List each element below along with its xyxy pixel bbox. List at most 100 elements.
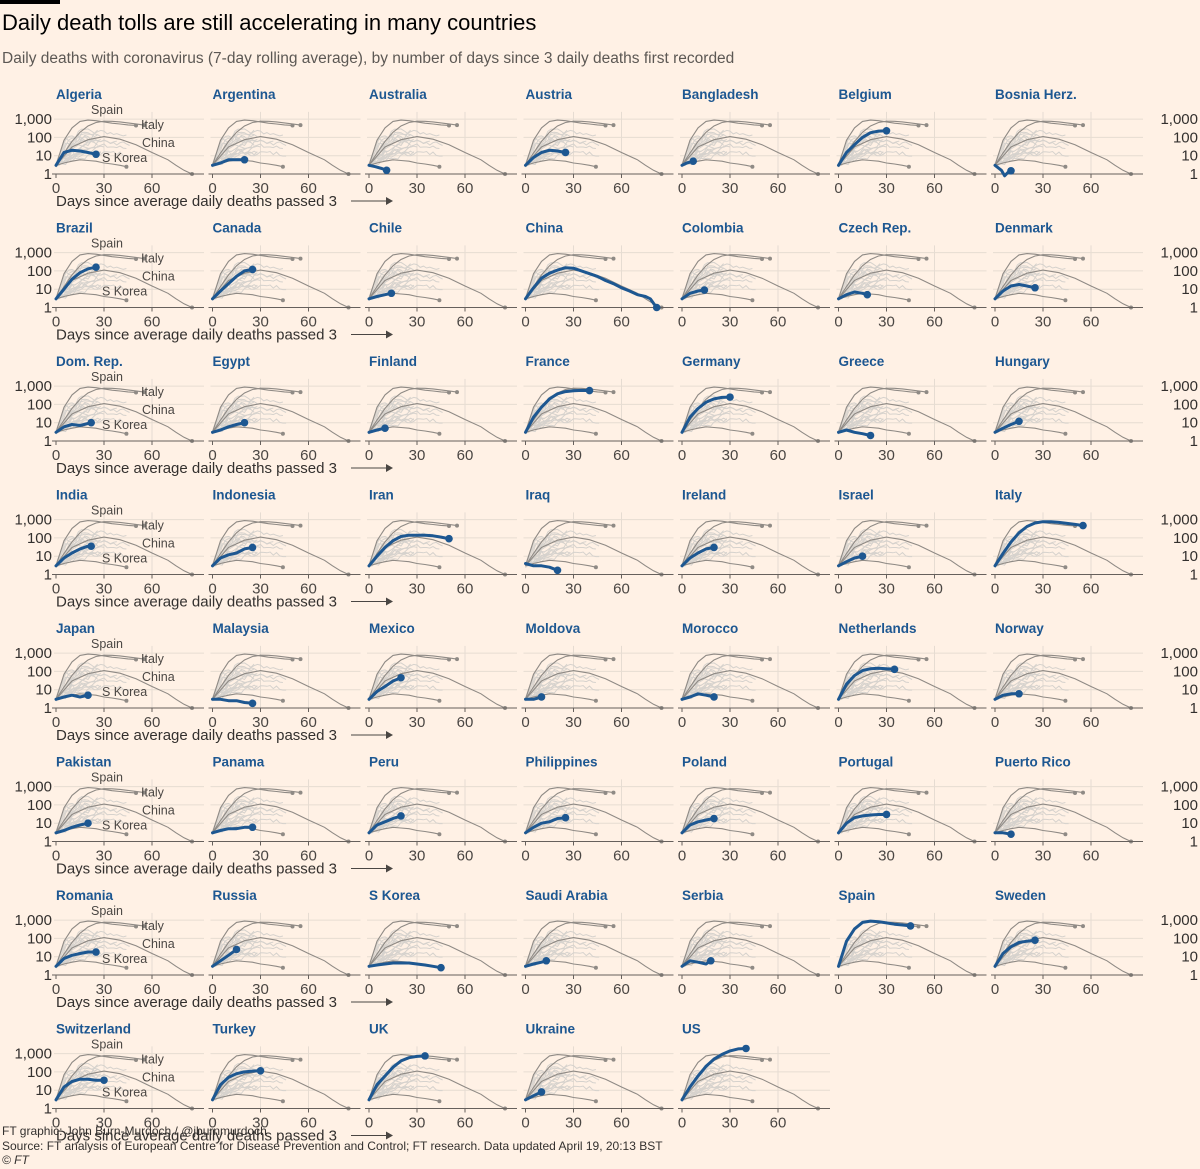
country-line — [54, 821, 90, 835]
reference-end-point — [768, 256, 772, 261]
reference-label-china: China — [142, 803, 175, 817]
reference-line-italy — [525, 120, 614, 166]
reference-line-italy — [838, 254, 927, 300]
reference-line-spain — [681, 253, 763, 299]
reference-end-point — [1063, 431, 1068, 436]
reference-end-point — [1081, 924, 1085, 929]
reference-line-s-korea — [838, 292, 910, 301]
reference-line-china — [525, 403, 662, 442]
country-line — [680, 546, 716, 568]
footer-source: Source: FT analysis of European Centre f… — [2, 1139, 663, 1153]
country-end-point — [553, 566, 562, 575]
country-end-point — [542, 956, 551, 965]
reference-line-italy — [368, 788, 458, 834]
panel-moldova: Moldova 0 30 60 — [521, 621, 674, 731]
reference-end-point — [611, 256, 616, 261]
reference-line-s-korea — [212, 960, 284, 969]
y-tick-label: 1,000 — [1160, 645, 1198, 662]
panel-title: Russia — [213, 888, 258, 903]
panel-title: Germany — [682, 354, 741, 369]
x-tick-label: 60 — [613, 1115, 630, 1132]
x-tick-label: 60 — [613, 447, 630, 464]
country-line — [993, 419, 1021, 434]
reference-end-point — [437, 1099, 442, 1104]
country-end-point — [882, 810, 891, 819]
x-axis-label: Days since average daily deaths passed 3 — [56, 727, 337, 744]
background-country-line — [212, 679, 261, 700]
reference-end-point — [593, 698, 598, 703]
reference-line-spain — [994, 920, 1076, 967]
reference-line-s-korea — [838, 960, 910, 969]
reference-end-point — [906, 431, 911, 436]
country-end-point — [248, 699, 257, 708]
reference-end-point — [142, 657, 146, 662]
panel-canada: Canada 0 30 60 — [208, 221, 361, 331]
reference-label-china: China — [142, 1070, 175, 1084]
reference-end-point — [124, 965, 129, 970]
panel-title: Italy — [995, 488, 1023, 503]
panel-title: Romania — [56, 888, 114, 903]
reference-end-point — [280, 298, 285, 303]
reference-line-italy — [681, 654, 771, 700]
country-end-point — [890, 665, 899, 674]
reference-line-italy — [55, 921, 145, 967]
panel-title: Moldova — [526, 621, 581, 636]
reference-end-point — [298, 790, 303, 795]
reference-end-point — [455, 523, 459, 528]
y-tick-label: 1 — [44, 567, 52, 584]
panel-philippines: Philippines 0 30 60 — [521, 755, 674, 865]
country-end-point — [1015, 417, 1023, 426]
reference-line-italy — [681, 921, 771, 967]
x-tick-label: 30 — [252, 1115, 269, 1132]
reference-end-point — [298, 1057, 303, 1062]
y-tick-label: 1,000 — [14, 779, 52, 796]
reference-line-italy — [212, 120, 301, 166]
background-country-line — [994, 802, 1015, 834]
panel-title: Saudi Arabia — [526, 888, 609, 903]
y-tick-label: 1,000 — [1160, 378, 1198, 395]
panel-title: Japan — [56, 621, 95, 636]
reference-line-spain — [994, 386, 1076, 433]
country-line — [993, 520, 1085, 568]
reference-end-point — [437, 431, 442, 436]
x-tick-label: 0 — [365, 314, 373, 331]
x-tick-label: 30 — [252, 180, 269, 197]
x-tick-label: 60 — [300, 180, 317, 197]
x-tick-label: 60 — [1083, 447, 1100, 464]
country-line — [524, 388, 591, 434]
reference-line-italy — [994, 654, 1084, 700]
page-title: Daily death tolls are still accelerating… — [2, 10, 537, 35]
country-line — [837, 428, 872, 437]
reference-line-spain — [211, 119, 293, 166]
panel-ukraine: Ukraine 0 30 60 — [521, 1022, 674, 1132]
reference-label-spain: Spain — [91, 103, 123, 117]
reference-end-point — [298, 657, 303, 662]
x-tick-label: 0 — [678, 180, 686, 197]
x-tick-label: 0 — [365, 848, 373, 865]
x-tick-label: 30 — [96, 314, 113, 331]
reference-line-china — [525, 536, 662, 575]
panel-title: Philippines — [526, 755, 598, 770]
country-end-point — [585, 386, 594, 395]
x-tick-label: 0 — [365, 581, 373, 598]
reference-label-s-korea: S Korea — [102, 284, 147, 298]
y-tick-label: 100 — [1173, 663, 1198, 680]
y-tick-label: 10 — [1181, 949, 1198, 966]
country-line — [211, 158, 246, 167]
background-country-line — [525, 412, 574, 433]
panel-title: UK — [369, 1022, 389, 1037]
background-country-line — [838, 402, 858, 434]
y-tick-label: 100 — [1173, 530, 1198, 547]
panel-portugal: Portugal 0 30 60 — [834, 755, 987, 865]
reference-end-point — [280, 698, 285, 703]
reference-line-italy — [55, 254, 145, 300]
panel-saudi-arabia: Saudi Arabia 0 30 60 — [521, 888, 674, 998]
reference-line-italy — [525, 1055, 614, 1101]
x-tick-label: 60 — [144, 848, 161, 865]
x-tick-label: 60 — [300, 848, 317, 865]
background-country-line — [525, 268, 545, 300]
y-tick-label: 100 — [27, 797, 52, 814]
reference-line-spain — [55, 520, 137, 566]
x-tick-label: 0 — [678, 981, 686, 998]
